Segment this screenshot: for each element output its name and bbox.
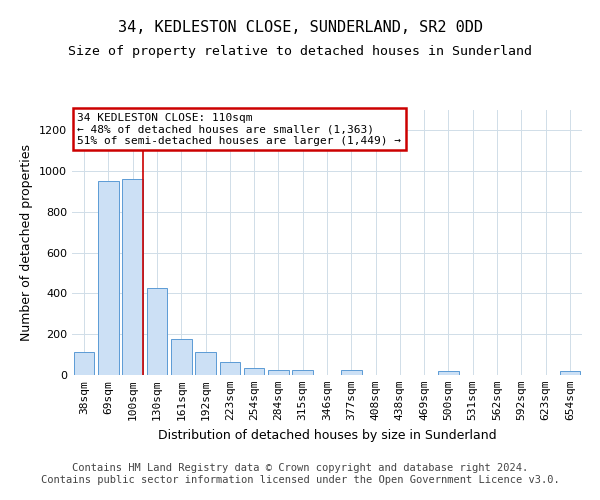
Bar bbox=[220, 362, 240, 375]
Bar bbox=[98, 182, 119, 375]
Bar bbox=[195, 352, 216, 375]
Bar bbox=[146, 288, 167, 375]
Y-axis label: Number of detached properties: Number of detached properties bbox=[20, 144, 34, 341]
Bar bbox=[268, 370, 289, 375]
Bar bbox=[560, 372, 580, 375]
Bar bbox=[244, 368, 265, 375]
Text: Contains HM Land Registry data © Crown copyright and database right 2024.
Contai: Contains HM Land Registry data © Crown c… bbox=[41, 464, 559, 485]
Bar bbox=[74, 352, 94, 375]
Bar bbox=[171, 340, 191, 375]
Bar bbox=[438, 372, 459, 375]
Text: 34, KEDLESTON CLOSE, SUNDERLAND, SR2 0DD: 34, KEDLESTON CLOSE, SUNDERLAND, SR2 0DD bbox=[118, 20, 482, 35]
Bar bbox=[292, 370, 313, 375]
Text: 34 KEDLESTON CLOSE: 110sqm
← 48% of detached houses are smaller (1,363)
51% of s: 34 KEDLESTON CLOSE: 110sqm ← 48% of deta… bbox=[77, 112, 401, 146]
X-axis label: Distribution of detached houses by size in Sunderland: Distribution of detached houses by size … bbox=[158, 428, 496, 442]
Bar bbox=[341, 370, 362, 375]
Bar bbox=[122, 180, 143, 375]
Text: Size of property relative to detached houses in Sunderland: Size of property relative to detached ho… bbox=[68, 45, 532, 58]
